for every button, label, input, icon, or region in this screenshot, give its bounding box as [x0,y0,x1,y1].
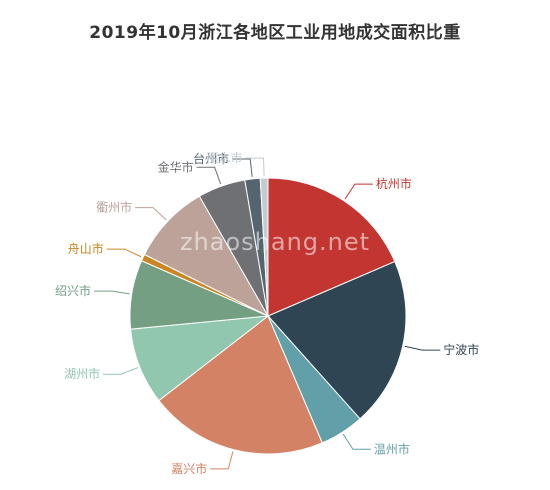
leader-line-1 [404,345,441,351]
label-leader-lines [94,157,441,470]
pie-slice-3 [158,315,323,455]
leader-line-0 [344,183,373,200]
leader-line-3 [210,451,234,470]
leader-line-4 [103,367,139,375]
chart-title: 2019年10月浙江各地区工业用地成交面积比重 [89,23,461,43]
slice-label-3: 嘉兴市 [171,461,207,476]
leader-line-2 [342,433,371,450]
pie-slice-10 [259,177,269,317]
leader-line-9 [232,158,253,177]
slice-label-4: 湖州市 [64,366,100,381]
slice-label-2: 温州市 [374,441,410,456]
watermark: zhaoshang.net [180,228,370,256]
slice-label-8: 金华市 [158,159,194,174]
pie-slice-1 [267,260,407,420]
slice-label-5: 绍兴市 [55,283,91,298]
pie-slice-7 [143,195,270,318]
slice-label-7: 衢州市 [96,200,132,215]
leader-line-6 [106,248,142,258]
leader-line-5 [94,290,130,295]
slice-label-1: 宁波市 [443,342,479,357]
pie-slice-0 [267,177,396,317]
slice-label-6: 舟山市 [68,241,104,256]
slice-label-0: 杭州市 [376,176,412,191]
slice-label-10: 丽水市 [206,150,242,165]
slice-label-9: 台州市 [193,151,229,166]
pie-slices [129,177,407,455]
leader-line-8 [196,166,222,185]
leader-line-10 [245,157,265,177]
leader-line-7 [135,207,167,221]
